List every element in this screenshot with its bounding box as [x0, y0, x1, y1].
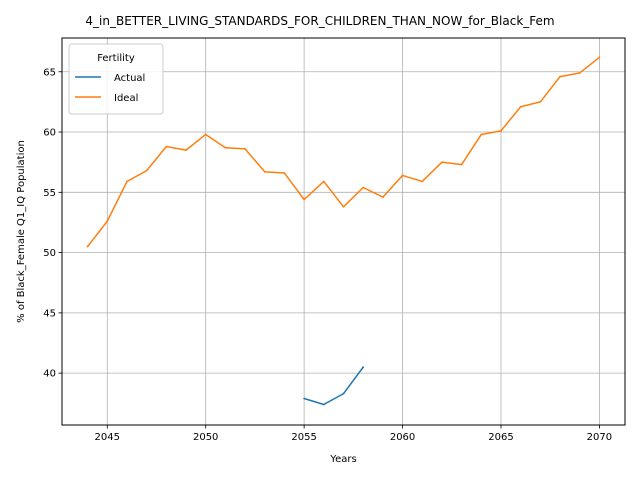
actual-data-point [362, 366, 365, 369]
ideal-data-point [559, 75, 561, 78]
legend-title: Fertility [97, 53, 135, 64]
ideal-data-point [441, 161, 443, 164]
ideal-data-point [106, 220, 109, 223]
ideal-data-point [539, 101, 542, 103]
y-tick-label: 45 [43, 308, 56, 319]
ideal-data-point [480, 133, 483, 136]
x-axis-ticks: 2045 2050 2055 2060 2065 2070 [95, 425, 612, 443]
actual-data-point [342, 392, 345, 395]
ideal-series-line [86, 56, 600, 248]
ideal-data-point [263, 170, 266, 173]
actual-data-point [322, 403, 325, 406]
x-tick-label: 2065 [488, 432, 513, 443]
y-tick-label: 50 [43, 248, 56, 259]
y-tick-label: 65 [43, 67, 56, 78]
actual-series-line [303, 366, 364, 406]
ideal-data-point [322, 180, 325, 183]
ideal-data-point [362, 186, 365, 189]
series-lines [86, 56, 601, 406]
ideal-data-point [578, 72, 581, 74]
ideal-data-point [500, 129, 502, 132]
ideal-data-point [224, 146, 227, 149]
actual-legend-label: Actual [114, 73, 145, 84]
legend: Fertility Actual Ideal [68, 43, 164, 115]
ideal-data-point [126, 180, 128, 183]
x-tick-label: 2045 [95, 432, 120, 443]
plot-frame [61, 37, 626, 426]
ideal-data-point [381, 196, 384, 199]
ideal-legend-label: Ideal [114, 93, 138, 104]
x-tick-label: 2050 [193, 432, 218, 443]
x-tick-label: 2060 [390, 432, 415, 443]
ideal-data-point [145, 169, 148, 172]
ideal-data-point [185, 149, 187, 152]
x-axis-label: Years [329, 454, 356, 465]
ideal-data-point [401, 174, 404, 177]
x-tick-label: 2055 [291, 432, 316, 443]
ideal-data-point [342, 205, 345, 208]
x-tick-label: 2070 [587, 432, 612, 443]
ideal-data-point [86, 245, 89, 248]
ideal-data-point [165, 145, 168, 148]
ideal-data-point [204, 133, 207, 136]
y-tick-label: 60 [43, 128, 56, 139]
ideal-data-point [598, 56, 601, 59]
y-tick-label: 40 [43, 369, 56, 380]
y-tick-label: 55 [43, 188, 56, 199]
ideal-data-point [421, 180, 424, 183]
ideal-data-point [519, 105, 522, 108]
y-axis-ticks: 40 45 50 55 60 65 [43, 67, 62, 380]
chart-title: 4_in_BETTER_LIVING_STANDARDS_FOR_CHILDRE… [85, 14, 554, 28]
ideal-data-point [283, 172, 286, 174]
ideal-data-point [244, 148, 246, 150]
ideal-data-point [303, 198, 306, 201]
actual-data-point [303, 397, 306, 400]
legend-items: Actual Ideal [75, 73, 145, 104]
ideal-data-point [460, 163, 463, 166]
y-axis-label: % of Black_Female Q1_IQ Population [16, 140, 27, 323]
